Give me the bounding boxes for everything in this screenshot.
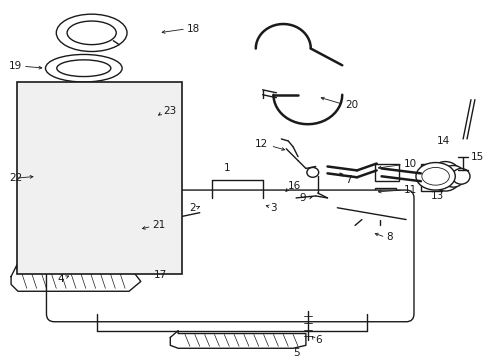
Text: 16: 16 — [287, 181, 301, 191]
Ellipse shape — [69, 129, 106, 143]
Text: 8: 8 — [386, 232, 392, 242]
Bar — [91, 149, 119, 203]
Ellipse shape — [77, 232, 86, 242]
Bar — [276, 193, 295, 211]
Ellipse shape — [303, 240, 342, 264]
Text: 9: 9 — [299, 193, 305, 203]
Ellipse shape — [63, 243, 70, 248]
Text: 3: 3 — [270, 203, 277, 213]
Text: 5: 5 — [292, 348, 299, 358]
Ellipse shape — [306, 167, 318, 177]
Text: 14: 14 — [436, 136, 449, 146]
Ellipse shape — [56, 14, 127, 51]
Ellipse shape — [57, 60, 111, 77]
Ellipse shape — [67, 21, 116, 45]
Bar — [354, 225, 379, 247]
Text: 23: 23 — [163, 107, 176, 116]
Bar — [374, 163, 398, 181]
Ellipse shape — [115, 170, 123, 177]
Text: 10: 10 — [403, 158, 416, 168]
Ellipse shape — [110, 96, 118, 104]
Ellipse shape — [45, 54, 122, 82]
Ellipse shape — [429, 162, 460, 191]
Ellipse shape — [451, 168, 469, 184]
Text: 12: 12 — [255, 139, 268, 149]
Ellipse shape — [441, 166, 464, 187]
Text: 21: 21 — [152, 220, 165, 230]
Bar — [374, 188, 395, 204]
Text: 6: 6 — [315, 336, 322, 345]
Text: 22: 22 — [9, 173, 22, 183]
Ellipse shape — [415, 163, 454, 190]
Text: 13: 13 — [430, 191, 443, 201]
Text: 7: 7 — [345, 175, 351, 185]
FancyBboxPatch shape — [46, 190, 413, 322]
Text: 11: 11 — [403, 185, 417, 195]
Ellipse shape — [115, 159, 123, 167]
Bar — [119, 216, 139, 250]
Ellipse shape — [203, 196, 220, 213]
Text: 17: 17 — [154, 270, 167, 280]
Ellipse shape — [111, 108, 118, 115]
Text: 18: 18 — [186, 24, 200, 34]
Ellipse shape — [115, 150, 123, 158]
Ellipse shape — [63, 255, 70, 259]
Text: 19: 19 — [9, 61, 22, 71]
Bar — [420, 163, 442, 191]
Ellipse shape — [255, 197, 269, 212]
Bar — [17, 82, 182, 274]
Bar — [67, 139, 108, 217]
Ellipse shape — [54, 235, 61, 240]
Ellipse shape — [120, 209, 138, 217]
Text: 1: 1 — [224, 163, 230, 174]
Text: 4: 4 — [58, 274, 64, 284]
Ellipse shape — [303, 238, 312, 247]
Ellipse shape — [115, 179, 123, 187]
Text: 20: 20 — [345, 100, 358, 109]
Ellipse shape — [73, 249, 80, 255]
Ellipse shape — [122, 249, 136, 255]
Ellipse shape — [54, 247, 61, 252]
Ellipse shape — [421, 167, 448, 185]
Ellipse shape — [145, 230, 224, 274]
Ellipse shape — [77, 215, 99, 224]
Text: 15: 15 — [470, 152, 483, 162]
Text: 2: 2 — [189, 203, 195, 213]
